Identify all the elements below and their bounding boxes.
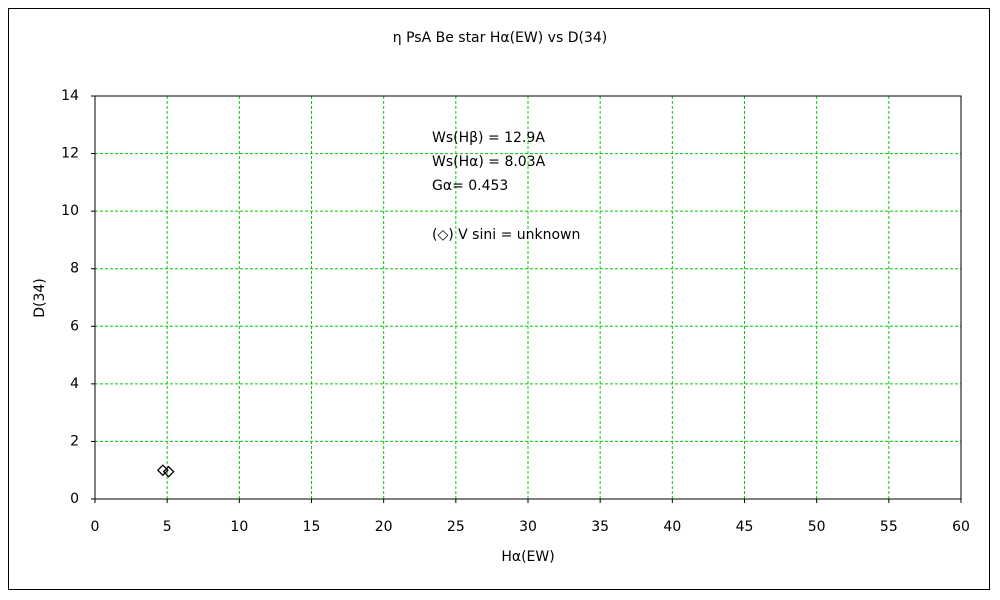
x-tick-label: 55	[880, 519, 898, 535]
x-tick-label: 40	[663, 519, 681, 535]
y-tick-label: 2	[70, 433, 79, 449]
x-tick-label: 45	[736, 519, 754, 535]
x-tick-label: 60	[952, 519, 970, 535]
point	[162, 465, 175, 478]
annotation: Ws(Hα) = 8.03A	[432, 154, 546, 170]
x-tick-label: 50	[808, 519, 826, 535]
chart-title: η PsA Be star Hα(EW) vs D(34)	[393, 30, 607, 46]
y-tick-label: 6	[70, 318, 79, 334]
x-tick-label: 15	[303, 519, 321, 535]
y-tick-label: 14	[61, 88, 79, 104]
y-axis-label: D(34)	[32, 278, 48, 318]
x-tick-label: 20	[375, 519, 393, 535]
x-tick-label: 35	[591, 519, 609, 535]
plot-area	[94, 95, 962, 500]
annotation: (◇) V sini = unknown	[432, 227, 580, 243]
y-tick-label: 0	[70, 491, 79, 507]
y-tick-label: 12	[61, 146, 79, 162]
x-tick-label: 30	[519, 519, 537, 535]
x-tick-label: 10	[230, 519, 248, 535]
x-axis-label: Hα(EW)	[501, 549, 554, 565]
annotation: Ws(Hβ) = 12.9A	[432, 130, 545, 146]
x-tick-label: 0	[91, 519, 100, 535]
chart-frame	[8, 8, 990, 590]
y-tick-label: 8	[70, 261, 79, 277]
x-tick-label: 5	[163, 519, 172, 535]
x-tick-label: 25	[447, 519, 465, 535]
y-tick-label: 10	[61, 203, 79, 219]
y-tick-label: 4	[70, 376, 79, 392]
annotation: Gα= 0.453	[432, 178, 508, 194]
